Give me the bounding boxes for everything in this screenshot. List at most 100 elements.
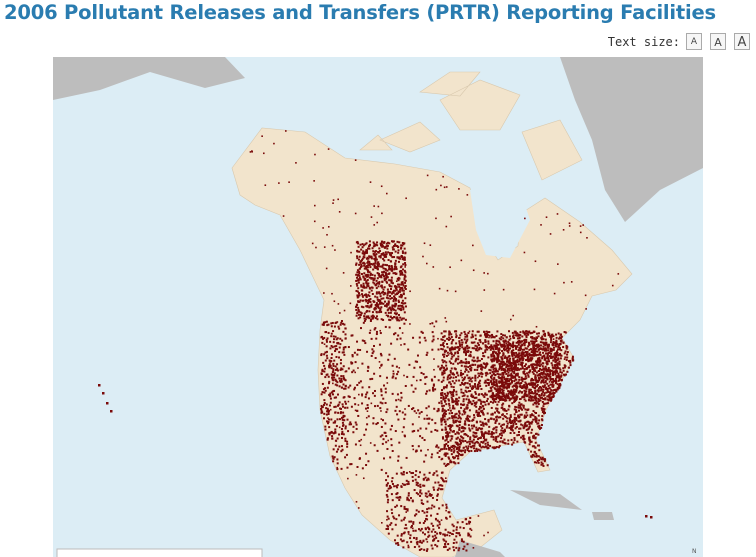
facility-dot	[373, 242, 376, 245]
facility-dot	[542, 370, 545, 373]
facility-dot	[400, 466, 403, 469]
facility-dot	[551, 356, 554, 359]
facility-dot	[363, 315, 366, 318]
facility-dot	[409, 537, 412, 540]
facility-dot	[534, 395, 537, 398]
facility-dot	[411, 524, 414, 527]
facility-dot	[379, 256, 382, 259]
facility-dot	[513, 384, 516, 387]
facility-dot	[412, 390, 415, 393]
facility-dot	[396, 246, 399, 249]
facility-dot	[484, 340, 487, 343]
facility-dot	[401, 241, 404, 244]
facility-dot	[414, 360, 417, 363]
facility-dot	[452, 391, 455, 394]
facility-dot	[544, 373, 547, 376]
facility-dot	[261, 135, 263, 137]
text-size-small[interactable]: A	[686, 33, 702, 50]
facility-dot	[475, 349, 478, 352]
facility-dot	[461, 395, 464, 398]
facility-dot	[475, 420, 478, 423]
facility-dot	[450, 351, 453, 354]
facility-dot	[400, 533, 403, 536]
facility-dot	[384, 401, 387, 404]
facility-dot	[390, 486, 393, 489]
facility-dot	[547, 375, 550, 378]
facility-dot	[360, 284, 363, 287]
facility-dot	[505, 342, 508, 345]
facility-dot	[469, 517, 472, 520]
text-size-medium[interactable]: A	[710, 33, 726, 50]
facility-dot	[359, 444, 362, 447]
facility-dot	[468, 400, 471, 403]
facility-dot	[461, 540, 464, 543]
facility-dot	[545, 386, 548, 389]
facility-dot	[480, 423, 483, 426]
facility-dot	[428, 534, 431, 537]
facility-dot	[511, 362, 514, 365]
facility-dot	[393, 296, 396, 299]
facility-dot	[442, 341, 445, 344]
facility-dot	[386, 241, 389, 244]
facility-dot	[356, 311, 359, 314]
facility-dot	[508, 399, 511, 402]
facility-dot	[540, 363, 543, 366]
facility-dot	[566, 356, 569, 359]
facility-dot	[375, 305, 378, 308]
facility-dot	[463, 413, 466, 415]
facility-dot	[324, 321, 327, 324]
text-size-large[interactable]: A	[734, 33, 750, 50]
facility-dot	[344, 370, 347, 373]
facility-dot	[444, 464, 447, 467]
facility-dot	[375, 282, 378, 285]
facility-dot	[466, 449, 469, 452]
facility-dot	[480, 393, 483, 396]
facility-dot	[375, 333, 378, 336]
facility-dot	[475, 426, 478, 429]
facility-dot	[493, 399, 496, 402]
facility-dot	[490, 381, 493, 384]
facility-dot	[541, 411, 544, 414]
facility-dot	[506, 377, 509, 380]
facility-dot	[419, 541, 422, 544]
facility-dot	[553, 380, 556, 383]
facility-dot	[464, 333, 467, 336]
facility-dot	[523, 348, 526, 351]
facility-dot	[513, 330, 516, 333]
facility-dot	[407, 482, 410, 485]
facility-dot	[426, 541, 429, 543]
facility-dot	[383, 279, 386, 282]
facility-dot	[530, 348, 533, 351]
facility-dot	[522, 437, 525, 440]
facility-dot	[402, 426, 405, 429]
facility-dot	[361, 246, 364, 249]
facility-dot	[386, 489, 389, 492]
facility-dot	[528, 443, 531, 446]
facility-dot	[506, 356, 509, 359]
facility-dot	[399, 538, 402, 541]
facility-dot	[385, 435, 388, 438]
facility-dot	[355, 423, 358, 426]
facility-dot	[358, 263, 361, 266]
facility-dot	[466, 543, 469, 546]
facility-dot	[369, 266, 372, 269]
facility-dot	[547, 384, 550, 387]
facility-dot	[480, 368, 483, 371]
facility-dot	[376, 298, 379, 301]
facility-dot	[337, 198, 339, 201]
facility-dot	[479, 405, 482, 408]
facility-dot	[398, 327, 401, 330]
facility-dot	[442, 361, 445, 364]
facility-dot	[533, 337, 536, 340]
facility-dot	[464, 353, 467, 356]
facility-dot	[446, 431, 449, 434]
facility-dot	[403, 505, 406, 508]
facility-dot	[484, 379, 487, 382]
facility-dot	[445, 403, 448, 406]
facility-dot	[477, 330, 480, 333]
facility-dot	[372, 281, 375, 284]
facility-dot	[391, 304, 394, 307]
facility-dot	[469, 527, 472, 530]
facility-dot	[549, 392, 552, 395]
facility-dot	[336, 384, 339, 387]
